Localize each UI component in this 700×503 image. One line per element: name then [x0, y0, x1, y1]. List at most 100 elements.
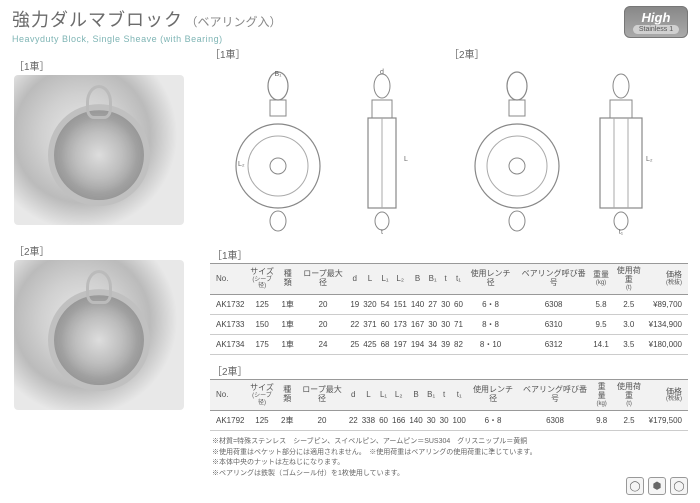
- table-header: L: [361, 264, 378, 295]
- footnote-line: ※使用荷重はベケット部分には適用されません。 ※使用荷重はベアリングの使用荷重に…: [212, 448, 688, 459]
- diagram-label-2: ［2車］: [449, 46, 688, 61]
- table-cell: 320: [361, 295, 378, 315]
- table-header: ベアリング呼び番号: [518, 380, 592, 411]
- table-header: L₂: [390, 380, 407, 411]
- table-cell: 6312: [516, 335, 591, 355]
- table-cell: ¥134,900: [647, 315, 688, 335]
- table-cell: 20: [298, 295, 349, 315]
- table1-label: ［1車］: [212, 247, 688, 262]
- table-cell: 425: [361, 335, 378, 355]
- table-cell: 20: [297, 411, 347, 431]
- table-cell: 371: [361, 315, 378, 335]
- table-cell: 150: [246, 315, 277, 335]
- svg-text:t₁: t₁: [618, 229, 623, 236]
- cert-icon-1: ◯: [626, 477, 644, 495]
- table-header: ロープ最大径: [297, 380, 347, 411]
- table-cell: 60: [377, 411, 390, 431]
- table-header: L₁: [379, 264, 392, 295]
- photo-label-1: ［1車］: [14, 58, 210, 73]
- table-header: t₁: [451, 380, 468, 411]
- table-cell: 9.8: [592, 411, 612, 431]
- table-cell: 6308: [518, 411, 592, 431]
- table-header: t: [439, 264, 452, 295]
- table-cell: 6・8: [468, 411, 518, 431]
- table-cell: 167: [409, 315, 426, 335]
- table-header: d: [347, 380, 360, 411]
- table-header: No.: [210, 380, 246, 411]
- badge-main: High: [642, 11, 671, 24]
- table-cell: 68: [379, 335, 392, 355]
- table-cell: 1車: [278, 335, 298, 355]
- table-cell: 197: [392, 335, 409, 355]
- table-cell: 25: [348, 335, 361, 355]
- table-cell: AK1733: [210, 315, 246, 335]
- svg-text:L₂: L₂: [238, 161, 245, 168]
- table-cell: 3.0: [611, 315, 647, 335]
- footnote-line: ※ベアリングは鉄製（ゴムシール付）を1枚使用しています。: [212, 469, 688, 480]
- table-cell: 14.1: [591, 335, 611, 355]
- table-cell: 30: [425, 411, 438, 431]
- table-cell: AK1732: [210, 295, 246, 315]
- diagram-label-1: ［1車］: [210, 46, 449, 61]
- table-header: t: [438, 380, 451, 411]
- table-header: 重量(kg): [591, 264, 611, 295]
- table-cell: 1車: [278, 295, 298, 315]
- table-cell: 151: [392, 295, 409, 315]
- table-cell: 54: [379, 295, 392, 315]
- table-cell: 60: [452, 295, 465, 315]
- table-header: 種類: [278, 264, 298, 295]
- high-stainless-badge: High Stainless 1: [624, 6, 688, 38]
- product-photo-single: [14, 75, 184, 225]
- table-cell: 22: [348, 315, 361, 335]
- page-title: 強力ダルマブロック: [12, 10, 183, 30]
- table-cell: 338: [360, 411, 377, 431]
- table-header: 価格(税抜): [647, 264, 688, 295]
- table-cell: 194: [409, 335, 426, 355]
- page-title-paren: （ベアリング入）: [186, 15, 282, 29]
- table-cell: 6310: [516, 315, 591, 335]
- table-cell: 9.5: [591, 315, 611, 335]
- cert-icon-3: ◯: [670, 477, 688, 495]
- table-header: 使用レンチ径: [465, 264, 516, 295]
- table-cell: 22: [347, 411, 360, 431]
- table-header: 種類: [277, 380, 297, 411]
- table-header: L₂: [392, 264, 409, 295]
- diagram-single: B₁ L₂ d L t: [210, 63, 449, 238]
- table-cell: 34: [426, 335, 439, 355]
- svg-text:d: d: [380, 69, 384, 76]
- table-row: AK17921252車20223386016614030301006・86308…: [210, 411, 688, 431]
- table-cell: 27: [426, 295, 439, 315]
- badge-sub: Stainless 1: [633, 25, 679, 34]
- table-header: 使用レンチ径: [468, 380, 518, 411]
- diagram-double: L₂ t₁: [449, 63, 688, 238]
- table-cell: 175: [246, 335, 277, 355]
- table-cell: 125: [246, 411, 277, 431]
- footer-icons: ◯ ⬢ ◯: [626, 477, 688, 495]
- table-header: No.: [210, 264, 246, 295]
- table-header: 価格(税抜): [647, 380, 688, 411]
- table-header: t₁: [452, 264, 465, 295]
- svg-text:L: L: [404, 156, 408, 163]
- table-cell: 30: [439, 315, 452, 335]
- table-header: d: [348, 264, 361, 295]
- table-header: B₁: [426, 264, 439, 295]
- table-row: AK17331501車2022371601731673030718・863109…: [210, 315, 688, 335]
- table-cell: 140: [409, 295, 426, 315]
- product-photo-double: [14, 260, 184, 410]
- table-cell: 6・8: [465, 295, 516, 315]
- spec-table-2: No.サイズ(シーブ径)種類ロープ最大径dLL₁L₂BB₁tt₁使用レンチ径ベア…: [210, 379, 688, 431]
- table-cell: 30: [426, 315, 439, 335]
- footnote-line: ※材質=特殊ステンレス シーブピン、スイベルピン、アームピン＝SUS304 グリ…: [212, 437, 688, 448]
- table-header: ロープ最大径: [298, 264, 349, 295]
- table-header: B: [409, 264, 426, 295]
- table-cell: 5.8: [591, 295, 611, 315]
- table-header: ベアリング呼び番号: [516, 264, 591, 295]
- table-header: 重量(kg): [592, 380, 612, 411]
- table-cell: 2車: [277, 411, 297, 431]
- table-cell: AK1734: [210, 335, 246, 355]
- table-cell: 2.5: [612, 411, 647, 431]
- table2-label: ［2車］: [212, 363, 688, 378]
- table-row: AK17321251車2019320541511402730606・863085…: [210, 295, 688, 315]
- page-subtitle: Heavyduty Block, Single Sheave (with Bea…: [12, 34, 282, 44]
- photo-label-2: ［2車］: [14, 243, 210, 258]
